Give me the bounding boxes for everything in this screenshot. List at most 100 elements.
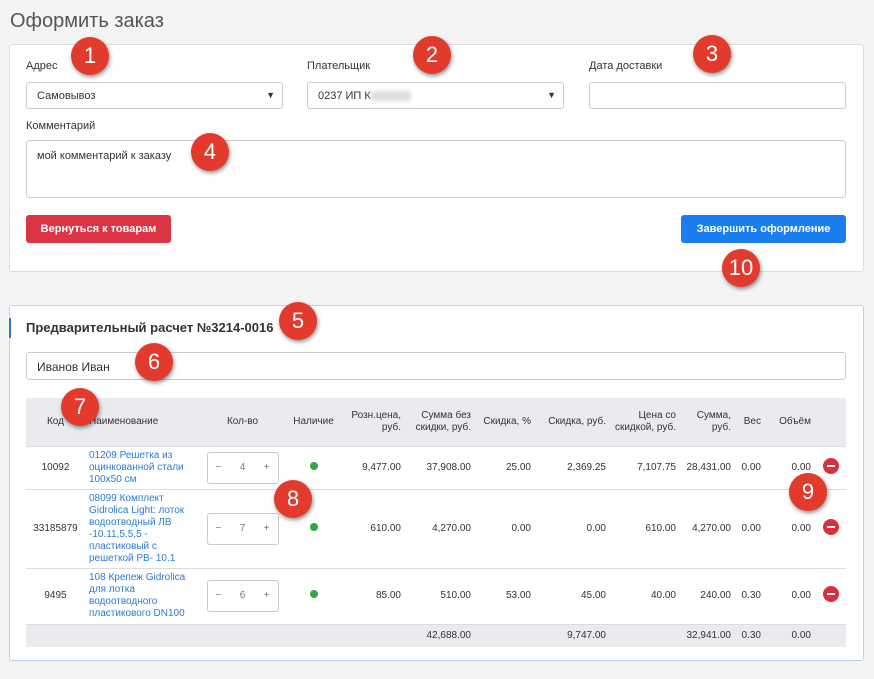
table-row: 33185879 08099 Комплект Gidrolica Light: … <box>26 488 846 568</box>
comment-textarea[interactable]: мой комментарий к заказу <box>26 140 846 198</box>
date-label: Дата доставки <box>589 60 663 72</box>
value-cell: 0.00 <box>735 445 765 489</box>
total-cell: 9,747.00 <box>535 623 610 647</box>
qty-stepper: − 6 + <box>206 580 279 612</box>
value-cell: 25.00 <box>475 445 535 489</box>
value-cell: 28,431.00 <box>680 445 735 489</box>
value-cell: 85.00 <box>342 567 405 624</box>
name-value: Иванов Иван <box>37 360 110 374</box>
column-header: Наличие <box>285 398 342 446</box>
value-cell: 37,908.00 <box>405 445 475 489</box>
availability-dot <box>309 522 318 531</box>
minus-button[interactable]: − <box>215 461 222 473</box>
qty-value[interactable]: 6 <box>239 590 246 601</box>
column-header-blank <box>815 398 846 446</box>
column-header: Розн.цена, руб. <box>342 398 405 446</box>
address-value: Самовывоз <box>37 90 96 102</box>
back-button[interactable]: Вернуться к товарам <box>26 215 171 243</box>
total-cell: 32,941.00 <box>680 623 735 647</box>
value-cell: 0.00 <box>735 488 765 568</box>
total-cell: 0.30 <box>735 623 765 647</box>
comment-label: Комментарий <box>26 120 96 132</box>
total-blank <box>475 623 535 647</box>
payer-value: 0237 ИП К <box>318 90 371 102</box>
plus-button[interactable]: + <box>263 461 270 473</box>
step-badge: 1 <box>71 37 109 75</box>
step-badge: 9 <box>789 473 827 511</box>
total-blank <box>342 623 405 647</box>
value-cell: 2,369.25 <box>535 445 610 489</box>
total-blank <box>26 623 85 647</box>
total-cell: 0.00 <box>765 623 815 647</box>
code-cell: 10092 <box>26 445 85 489</box>
plus-button[interactable]: + <box>263 522 270 534</box>
date-input[interactable] <box>589 82 846 109</box>
step-badge: 2 <box>413 36 451 74</box>
availability-dot <box>309 461 318 470</box>
qty-cell: − 6 + <box>200 567 285 624</box>
payer-label: Плательщик <box>307 60 371 72</box>
qty-value[interactable]: 7 <box>239 522 246 534</box>
payer-select[interactable]: 0237 ИП К ▼ <box>307 82 564 109</box>
value-cell: 9,477.00 <box>342 445 405 489</box>
comment-value: мой комментарий к заказу <box>37 150 172 162</box>
product-link[interactable]: 108 Крепеж Gidrolica для лотка водоотвод… <box>85 567 200 624</box>
value-cell: 610.00 <box>342 488 405 568</box>
accent <box>9 318 11 338</box>
column-header: Объём <box>765 398 815 446</box>
value-cell: 0.30 <box>735 567 765 624</box>
value-cell: 0.00 <box>475 488 535 568</box>
column-header: Скидка, руб. <box>535 398 610 446</box>
value-cell: 4,270.00 <box>405 488 475 568</box>
value-cell: 40.00 <box>610 567 680 624</box>
column-header: Вес <box>735 398 765 446</box>
code-cell: 9495 <box>26 567 85 624</box>
plus-button[interactable]: + <box>263 590 270 601</box>
page-title: Оформить заказ <box>10 10 164 32</box>
delete-button[interactable] <box>822 457 839 474</box>
availability-cell <box>285 567 342 624</box>
step-badge: 4 <box>191 133 229 171</box>
value-cell: 7,107.75 <box>610 445 680 489</box>
value-cell: 0.00 <box>535 488 610 568</box>
address-select[interactable]: Самовывоз ▼ <box>26 82 283 109</box>
step-badge: 8 <box>274 480 312 518</box>
delete-button[interactable] <box>822 586 839 602</box>
column-header: Сумма, руб. <box>680 398 735 446</box>
delete-cell <box>815 567 846 624</box>
availability-cell <box>285 445 342 489</box>
column-header: Кол-во <box>200 398 285 446</box>
qty-value[interactable]: 4 <box>239 461 246 473</box>
step-badge: 6 <box>135 343 173 381</box>
total-blank <box>610 623 680 647</box>
value-cell: 610.00 <box>610 488 680 568</box>
table-row: 9495 108 Крепеж Gidrolica для лотка водоо… <box>26 567 846 624</box>
code-cell: 33185879 <box>26 488 85 568</box>
delete-button[interactable] <box>822 518 839 535</box>
product-link[interactable]: 01209 Решетка из оцинкованной стали 100x… <box>85 445 200 489</box>
qty-cell: − 4 + <box>200 445 285 489</box>
value-cell: 240.00 <box>680 567 735 624</box>
product-link[interactable]: 08099 Комплект Gidrolica Light: лоток во… <box>85 488 200 568</box>
finish-button[interactable]: Завершить оформление <box>681 215 846 243</box>
minus-button[interactable]: − <box>215 522 222 534</box>
value-cell: 53.00 <box>475 567 535 624</box>
value-cell: 0.00 <box>765 567 815 624</box>
column-header: Скидка, % <box>475 398 535 446</box>
minus-button[interactable]: − <box>215 590 222 601</box>
calc-title: Предварительный расчет №3214-0016 <box>26 320 274 335</box>
value-cell: 510.00 <box>405 567 475 624</box>
totals-row: 42,688.00 9,747.00 32,941.00 0.30 0.00 <box>26 623 846 647</box>
address-label: Адрес <box>26 60 58 72</box>
step-badge: 5 <box>279 302 317 340</box>
column-header: Цена со скидкой, руб. <box>610 398 680 446</box>
table-row: 10092 01209 Решетка из оцинкованной стали… <box>26 445 846 489</box>
total-blank <box>815 623 846 647</box>
step-badge: 10 <box>722 249 760 287</box>
calc-table: Код Наименование Кол-во Наличие Розн.цена, р… <box>26 398 846 647</box>
step-badge: 3 <box>693 35 731 73</box>
total-blank <box>85 623 200 647</box>
qty-stepper: − 7 + <box>206 512 279 545</box>
qty-stepper: − 4 + <box>206 451 279 484</box>
